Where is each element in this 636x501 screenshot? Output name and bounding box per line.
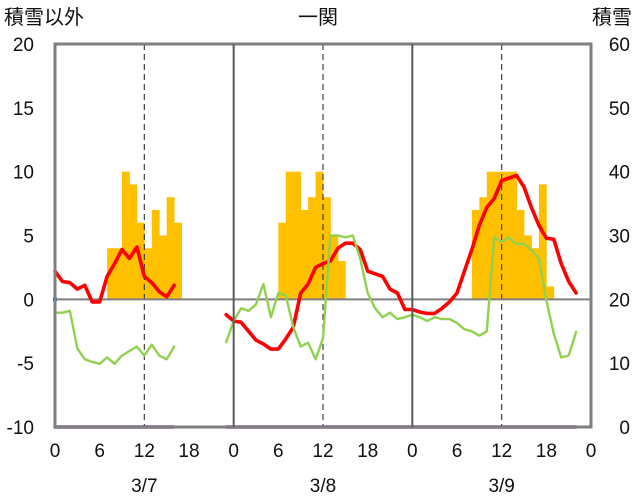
grid-layer <box>55 44 591 427</box>
day-label: 3/9 <box>488 476 514 497</box>
snow-bar <box>122 171 130 300</box>
snow-bar <box>300 209 309 300</box>
x-tick-label: 6 <box>273 441 284 462</box>
snow-bar <box>531 248 540 300</box>
snow-bar <box>538 184 547 300</box>
left-tick-label: 10 <box>13 163 34 184</box>
day-label: 3/8 <box>310 476 336 497</box>
right-tick-label: 40 <box>609 163 630 184</box>
snow-bar <box>486 171 495 300</box>
snow-bar <box>166 197 175 300</box>
day-label: 3/7 <box>131 476 157 497</box>
chart-title: 一関 <box>298 5 338 29</box>
snow-bar <box>471 209 480 300</box>
left-tick-label: 15 <box>13 99 34 120</box>
snow-bar <box>323 197 331 300</box>
snow-bar <box>107 248 115 300</box>
x-tick-label: 0 <box>50 441 61 462</box>
snow-bar <box>293 171 302 300</box>
snow-bar <box>330 235 339 300</box>
snow-bar <box>144 248 153 300</box>
x-tick-label: 0 <box>586 441 597 462</box>
left-tick-label: -10 <box>7 418 34 439</box>
snow-bar <box>278 222 287 300</box>
x-tick-label: 12 <box>134 441 155 462</box>
snow-bar <box>174 222 182 300</box>
x-tick-label: 0 <box>407 441 418 462</box>
right-tick-label: 60 <box>609 35 630 56</box>
right-tick-label: 50 <box>609 99 630 120</box>
snow-bar <box>546 286 555 300</box>
bars-layer <box>107 171 555 300</box>
x-tick-label: 12 <box>312 441 333 462</box>
snow-bar <box>129 184 138 300</box>
left-tick-label: -5 <box>17 354 34 375</box>
series-line <box>224 173 578 351</box>
right-tick-label: 0 <box>619 418 630 439</box>
frame-layer <box>53 42 593 429</box>
right-tick-label: 10 <box>609 354 630 375</box>
snow-bar <box>151 209 160 300</box>
snow-bar <box>479 197 488 300</box>
snow-bar <box>337 261 346 300</box>
series-line <box>225 234 578 361</box>
left-axis-label: 積雪以外 <box>4 5 84 29</box>
snow-bar <box>494 171 503 300</box>
snow-bar <box>315 171 324 300</box>
left-tick-label: 5 <box>23 227 34 248</box>
snow-bar <box>524 235 532 300</box>
x-tick-label: 18 <box>357 441 378 462</box>
x-tick-label: 6 <box>94 441 105 462</box>
right-axis-label: 積雪 <box>592 5 632 29</box>
series-line <box>53 245 176 304</box>
snow-bar <box>159 235 168 300</box>
series-line <box>53 309 176 365</box>
plot-frame <box>53 42 593 429</box>
x-tick-label: 12 <box>491 441 512 462</box>
snow-bar <box>501 171 510 300</box>
right-tick-label: 20 <box>609 290 630 311</box>
x-tick-label: 0 <box>228 441 239 462</box>
snow-bar <box>114 248 123 300</box>
snow-bar <box>285 171 294 300</box>
right-tick-label: 30 <box>609 227 630 248</box>
x-tick-label: 6 <box>452 441 463 462</box>
snow-bar <box>509 171 517 300</box>
left-tick-label: 20 <box>13 35 34 56</box>
labels-layer: 積雪以外 一関 積雪 <box>4 5 632 29</box>
left-tick-label: 0 <box>23 290 34 311</box>
x-tick-label: 18 <box>536 441 557 462</box>
snow-bar <box>308 197 316 300</box>
snow-bar <box>516 209 525 300</box>
x-tick-label: 18 <box>178 441 199 462</box>
